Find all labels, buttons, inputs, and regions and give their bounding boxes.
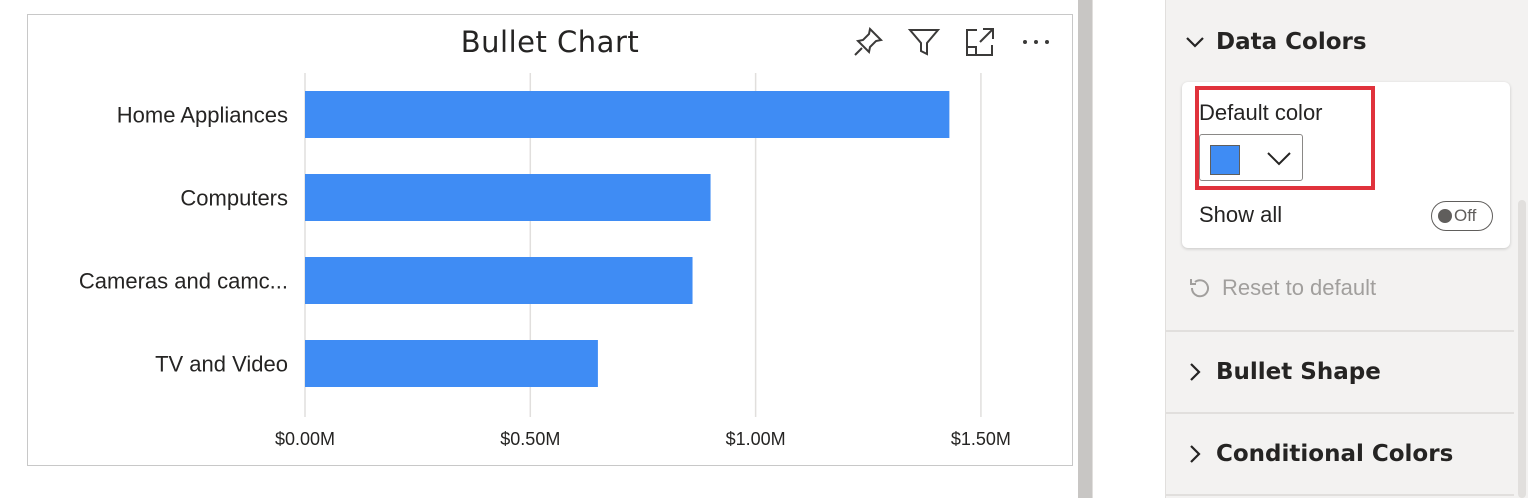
- toggle-state: Off: [1454, 206, 1477, 225]
- default-color-picker[interactable]: [1199, 134, 1303, 181]
- section-bullet-shape[interactable]: Bullet Shape: [1166, 332, 1514, 412]
- pin-icon: [854, 26, 884, 56]
- chart-title: Bullet Chart: [460, 25, 640, 59]
- chevron-down-icon: [1184, 31, 1206, 53]
- data-colors-card: Default color Show all Off: [1182, 82, 1510, 248]
- bar[interactable]: [305, 91, 950, 138]
- focus-mode-icon: [966, 28, 994, 56]
- format-pane: Data Colors Default color Show all Off R…: [1165, 0, 1528, 498]
- pane-scrollbar[interactable]: [1518, 200, 1526, 498]
- x-tick-label: $1.00M: [726, 429, 786, 449]
- section-data-colors[interactable]: Data Colors: [1166, 2, 1514, 82]
- chevron-right-icon: [1184, 443, 1206, 465]
- section-label: Data Colors: [1216, 29, 1367, 55]
- x-tick-label: $0.00M: [275, 429, 335, 449]
- section-divider: [1166, 412, 1514, 414]
- reset-to-default-button[interactable]: Reset to default: [1186, 274, 1376, 302]
- category-label: Home Appliances: [117, 103, 288, 128]
- x-tick-label: $1.50M: [951, 429, 1011, 449]
- section-divider: [1166, 494, 1514, 496]
- more-options-button[interactable]: [1008, 24, 1064, 60]
- category-label: TV and Video: [155, 352, 288, 377]
- filter-icon: [907, 29, 941, 56]
- bullet-chart-visual[interactable]: Bullet Chart: [27, 14, 1073, 466]
- canvas-gutter: [1092, 0, 1101, 498]
- color-swatch: [1210, 145, 1240, 175]
- bar[interactable]: [305, 340, 598, 387]
- bar[interactable]: [305, 257, 693, 304]
- bar[interactable]: [305, 174, 711, 221]
- chevron-right-icon: [1184, 361, 1206, 383]
- filter-button[interactable]: [896, 24, 952, 60]
- show-all-toggle[interactable]: Off: [1431, 201, 1493, 231]
- focus-mode-button[interactable]: [952, 24, 1008, 60]
- toggle-knob: [1438, 209, 1452, 223]
- x-tick-label: $0.50M: [500, 429, 560, 449]
- chevron-down-icon: [1266, 149, 1292, 172]
- default-color-label: Default color: [1199, 100, 1323, 125]
- section-label: Conditional Colors: [1216, 441, 1454, 467]
- more-options-icon: [1023, 40, 1049, 44]
- visual-header: [840, 24, 1064, 60]
- pane-resize-handle[interactable]: [1078, 0, 1092, 498]
- reset-icon: [1186, 274, 1214, 302]
- highlight-box: [1195, 86, 1375, 190]
- show-all-label: Show all: [1199, 202, 1283, 227]
- reset-label: Reset to default: [1222, 275, 1377, 300]
- category-label: Cameras and camc...: [79, 269, 288, 294]
- category-label: Computers: [180, 186, 288, 211]
- section-conditional-colors[interactable]: Conditional Colors: [1166, 414, 1514, 494]
- section-divider: [1166, 330, 1514, 332]
- bar-chart: $0.00M $0.50M $1.00M $1.50M Home Appliances C…: [79, 73, 1011, 449]
- section-label: Bullet Shape: [1216, 359, 1381, 385]
- pin-visual-button[interactable]: [840, 24, 896, 60]
